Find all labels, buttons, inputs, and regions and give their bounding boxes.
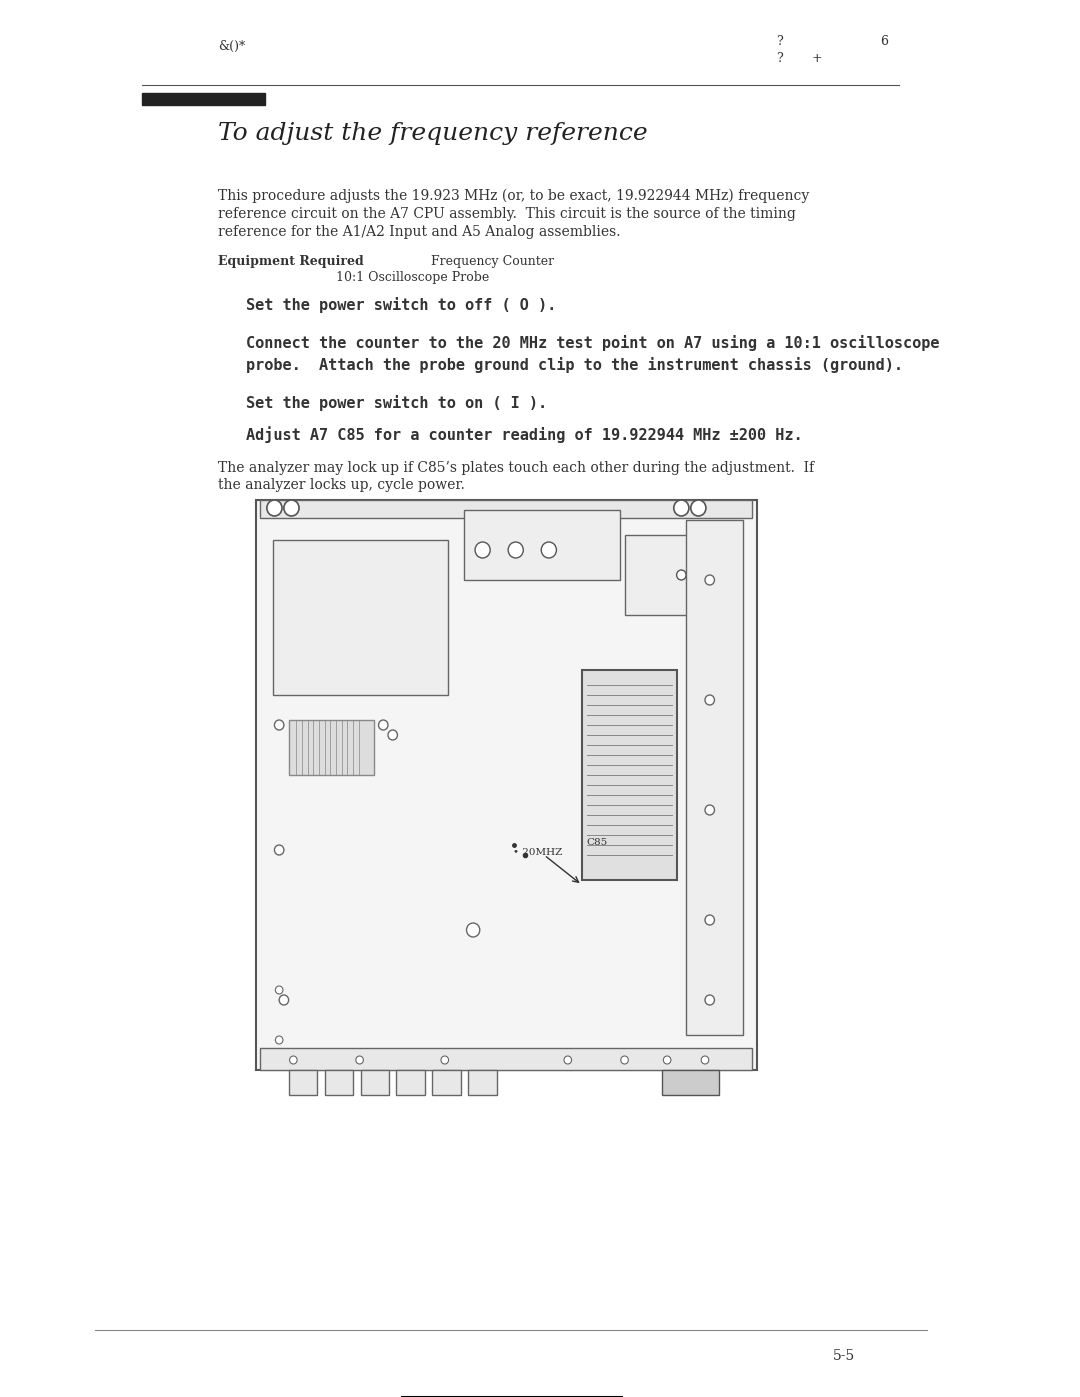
- Bar: [582, 671, 676, 880]
- Circle shape: [274, 845, 284, 855]
- Circle shape: [621, 1056, 629, 1065]
- Text: C85: C85: [586, 838, 608, 847]
- Text: probe.  Attach the probe ground clip to the instrument chassis (ground).: probe. Attach the probe ground clip to t…: [246, 358, 903, 373]
- Circle shape: [279, 995, 288, 1004]
- Text: Connect the counter to the 20 MHz test point on A7 using a 10:1 oscilloscope: Connect the counter to the 20 MHz test p…: [246, 335, 940, 351]
- Text: 10:1 Oscilloscope Probe: 10:1 Oscilloscope Probe: [336, 271, 489, 284]
- Circle shape: [705, 694, 715, 705]
- Bar: [260, 1048, 753, 1070]
- Circle shape: [275, 986, 283, 995]
- Text: The analyzer may lock up if C85’s plates touch each other during the adjustment.: The analyzer may lock up if C85’s plates…: [218, 461, 813, 475]
- Circle shape: [289, 1056, 297, 1065]
- Text: Set the power switch to on ( I ).: Set the power switch to on ( I ).: [246, 395, 548, 411]
- Circle shape: [676, 570, 686, 580]
- Circle shape: [441, 1056, 448, 1065]
- Bar: [272, 541, 447, 694]
- Text: 5-5: 5-5: [833, 1350, 855, 1363]
- Bar: [463, 510, 620, 580]
- Circle shape: [701, 1056, 708, 1065]
- Circle shape: [355, 1056, 363, 1065]
- Circle shape: [541, 542, 556, 557]
- Text: ?: ?: [775, 52, 783, 66]
- Bar: [624, 535, 729, 615]
- Text: ?: ?: [775, 35, 783, 47]
- Bar: [686, 520, 743, 1035]
- Text: reference for the A1/A2 Input and A5 Analog assemblies.: reference for the A1/A2 Input and A5 Ana…: [218, 225, 620, 239]
- Text: the analyzer locks up, cycle power.: the analyzer locks up, cycle power.: [218, 478, 464, 492]
- Bar: [288, 719, 374, 775]
- Text: Equipment Required: Equipment Required: [218, 256, 363, 268]
- Circle shape: [691, 500, 706, 515]
- Bar: [396, 1070, 424, 1095]
- Circle shape: [467, 923, 480, 937]
- Text: This procedure adjusts the 19.923 MHz (or, to be exact, 19.922944 MHz) frequency: This procedure adjusts the 19.923 MHz (o…: [218, 189, 809, 203]
- Text: 6: 6: [880, 35, 888, 47]
- Circle shape: [663, 1056, 671, 1065]
- Text: reference circuit on the A7 CPU assembly.  This circuit is the source of the tim: reference circuit on the A7 CPU assembly…: [218, 207, 796, 221]
- Circle shape: [284, 500, 299, 515]
- Text: • 20MHZ: • 20MHZ: [513, 848, 563, 856]
- Bar: [256, 500, 757, 1070]
- Text: Adjust A7 C85 for a counter reading of 19.922944 MHz ±200 Hz.: Adjust A7 C85 for a counter reading of 1…: [246, 426, 802, 443]
- Circle shape: [267, 500, 282, 515]
- Text: +: +: [812, 52, 823, 66]
- Text: &()*: &()*: [218, 41, 245, 53]
- Text: Frequency Counter: Frequency Counter: [431, 256, 554, 268]
- Circle shape: [274, 719, 284, 731]
- Bar: [662, 1070, 719, 1095]
- Bar: [432, 1070, 461, 1095]
- Circle shape: [705, 576, 715, 585]
- Circle shape: [509, 542, 524, 557]
- Text: Set the power switch to off ( O ).: Set the power switch to off ( O ).: [246, 298, 556, 313]
- Circle shape: [275, 1037, 283, 1044]
- Bar: [260, 500, 753, 518]
- Bar: [325, 1070, 353, 1095]
- Circle shape: [564, 1056, 571, 1065]
- Bar: [141, 94, 265, 105]
- Text: To adjust the frequency reference: To adjust the frequency reference: [218, 122, 647, 145]
- Circle shape: [705, 995, 715, 1004]
- Bar: [361, 1070, 389, 1095]
- Circle shape: [388, 731, 397, 740]
- Circle shape: [674, 500, 689, 515]
- Circle shape: [705, 805, 715, 814]
- Circle shape: [378, 719, 388, 731]
- Circle shape: [475, 542, 490, 557]
- Bar: [469, 1070, 497, 1095]
- Bar: [288, 1070, 318, 1095]
- Circle shape: [705, 915, 715, 925]
